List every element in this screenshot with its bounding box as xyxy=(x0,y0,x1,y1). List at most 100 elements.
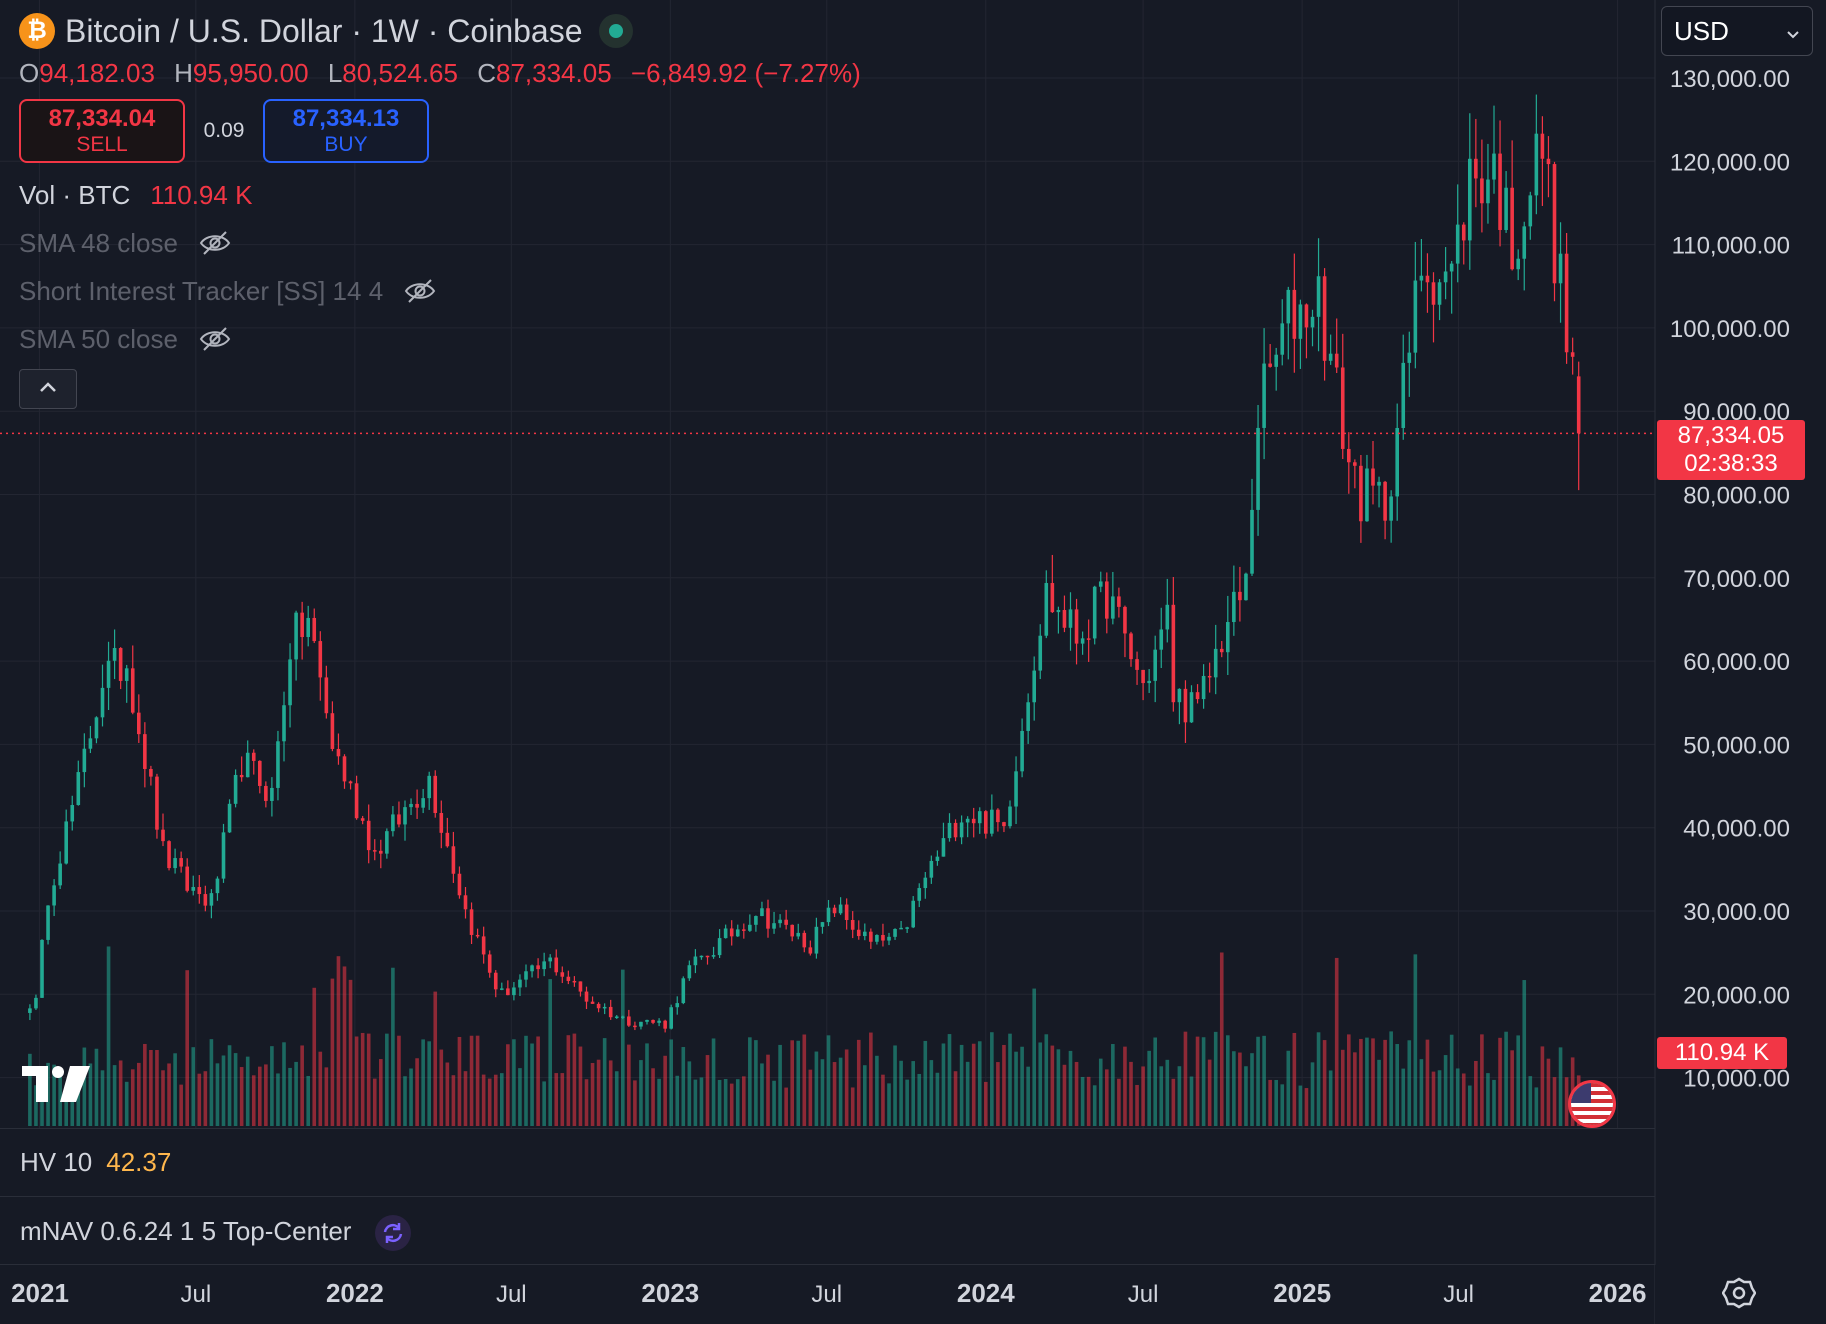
price-axis[interactable]: 130,000.00 120,000.00 110,000.00 100,000.00… xyxy=(1670,66,1790,1093)
candle-body xyxy=(1480,178,1484,204)
candle-body xyxy=(1171,604,1176,703)
volume-bar xyxy=(239,1067,244,1126)
volume-bar xyxy=(270,1046,274,1126)
time-tick-label: 2026 xyxy=(1589,1278,1647,1308)
volume-bar xyxy=(397,1035,401,1126)
volume-bar xyxy=(596,1059,601,1126)
time-axis[interactable]: 2021 Jul 2022 Jul 2023 Jul 2024 Jul 2025 Jul 2026 xyxy=(11,1265,1826,1324)
volume-bar xyxy=(64,1085,68,1126)
candle-body xyxy=(245,752,250,778)
eye-off-icon[interactable] xyxy=(403,277,437,305)
volume-bar xyxy=(917,1073,922,1126)
sma48-indicator-row[interactable]: SMA 48 close xyxy=(19,219,873,267)
volume-bar xyxy=(923,1040,928,1126)
candle-body xyxy=(911,900,915,928)
symbol-title[interactable]: Bitcoin / U.S. Dollar · 1W · Coinbase xyxy=(65,12,583,49)
volume-indicator-row[interactable]: Vol · BTC 110.94 K xyxy=(19,179,253,210)
currency-select[interactable]: USD xyxy=(1661,6,1813,56)
candle-body xyxy=(1226,622,1230,653)
candle-body xyxy=(1044,583,1049,636)
sell-button[interactable]: 87,334.04 SELL xyxy=(19,99,185,163)
volume-bar xyxy=(276,1073,280,1126)
candle-body xyxy=(1020,730,1024,772)
sma50-indicator-row[interactable]: SMA 50 close xyxy=(19,315,873,363)
candle-body xyxy=(203,894,208,906)
candle-body xyxy=(1165,604,1170,630)
volume-bar xyxy=(439,1049,444,1126)
volume-bar xyxy=(1510,1050,1514,1126)
sync-icon[interactable] xyxy=(374,1215,411,1251)
volume-bar xyxy=(1201,1037,1206,1126)
collapse-legend-button[interactable] xyxy=(19,369,77,409)
volume-bar xyxy=(1492,1079,1496,1126)
candle-body xyxy=(421,798,425,808)
volume-bar xyxy=(711,1038,716,1126)
candle-body xyxy=(288,659,292,706)
time-tick-label: Jul xyxy=(1128,1281,1159,1308)
volume-bar xyxy=(1486,1073,1490,1126)
volume-bar xyxy=(94,1048,99,1126)
volume-bar xyxy=(1171,1078,1176,1126)
time-tick-label: 2023 xyxy=(641,1278,699,1308)
price-tick-label: 70,000.00 xyxy=(1683,566,1790,593)
candle-body xyxy=(705,955,710,958)
volume-bar xyxy=(530,1043,534,1126)
candle-body xyxy=(717,938,722,956)
volume-bar xyxy=(112,1065,117,1126)
volume-bar xyxy=(1165,1059,1170,1126)
price-tick-label: 30,000.00 xyxy=(1683,899,1790,926)
volume-bar xyxy=(409,1068,413,1126)
volume-bar xyxy=(1256,1036,1260,1126)
candle-body xyxy=(1486,179,1490,204)
gear-icon[interactable] xyxy=(1721,1276,1757,1315)
volume-bar xyxy=(1304,1088,1309,1126)
candle-body xyxy=(524,971,528,980)
candle-body xyxy=(1468,158,1472,241)
candle-body xyxy=(1195,692,1200,700)
volume-bar xyxy=(1407,1040,1412,1126)
hv-pane[interactable]: HV 10 42.37 xyxy=(0,1128,1655,1196)
candle-body xyxy=(143,734,147,769)
short-interest-indicator-row[interactable]: Short Interest Tracker [SS] 14 4 xyxy=(19,267,873,315)
candle-body xyxy=(227,803,232,833)
candle-body xyxy=(1117,596,1121,607)
volume-bar xyxy=(566,1035,571,1126)
mnav-pane[interactable]: mNAV 0.6.24 1 5 Top-Center xyxy=(0,1196,1655,1264)
market-status-icon[interactable] xyxy=(598,14,633,48)
volume-bar xyxy=(445,1062,450,1126)
candle-body xyxy=(1564,253,1569,353)
candle-body xyxy=(881,934,885,941)
candle-body xyxy=(264,785,268,801)
volume-bar xyxy=(1528,1076,1533,1126)
candle-body xyxy=(94,717,99,739)
candle-body xyxy=(1310,316,1315,328)
candle-body xyxy=(118,648,123,681)
us-flag-icon[interactable] xyxy=(1568,1080,1616,1128)
candle-body xyxy=(1062,610,1067,628)
volume-bar xyxy=(802,1034,807,1126)
candle-body xyxy=(1449,263,1454,272)
volume-bar xyxy=(578,1046,583,1126)
volume-bar xyxy=(1480,1034,1484,1126)
volume-bar xyxy=(1468,1085,1472,1126)
candle-body xyxy=(796,932,801,937)
volume-bar xyxy=(1413,954,1418,1126)
volume-bar xyxy=(28,1053,32,1126)
candle-body xyxy=(76,772,81,806)
volume-bar xyxy=(1268,1079,1272,1126)
candle-body xyxy=(1147,680,1151,684)
candle-body xyxy=(959,822,964,838)
candle-body xyxy=(850,919,855,930)
volume-bar xyxy=(723,1079,728,1126)
buy-button[interactable]: 87,334.13 BUY xyxy=(263,99,429,163)
candle-body xyxy=(342,756,347,782)
candle-body xyxy=(977,811,982,824)
candle-body xyxy=(1207,675,1212,678)
candle-body xyxy=(748,924,752,931)
eye-off-icon[interactable] xyxy=(198,229,232,257)
tradingview-logo-icon[interactable] xyxy=(22,1066,90,1107)
candle-body xyxy=(590,1001,595,1004)
candle-body xyxy=(354,783,359,819)
eye-off-icon[interactable] xyxy=(198,325,232,353)
